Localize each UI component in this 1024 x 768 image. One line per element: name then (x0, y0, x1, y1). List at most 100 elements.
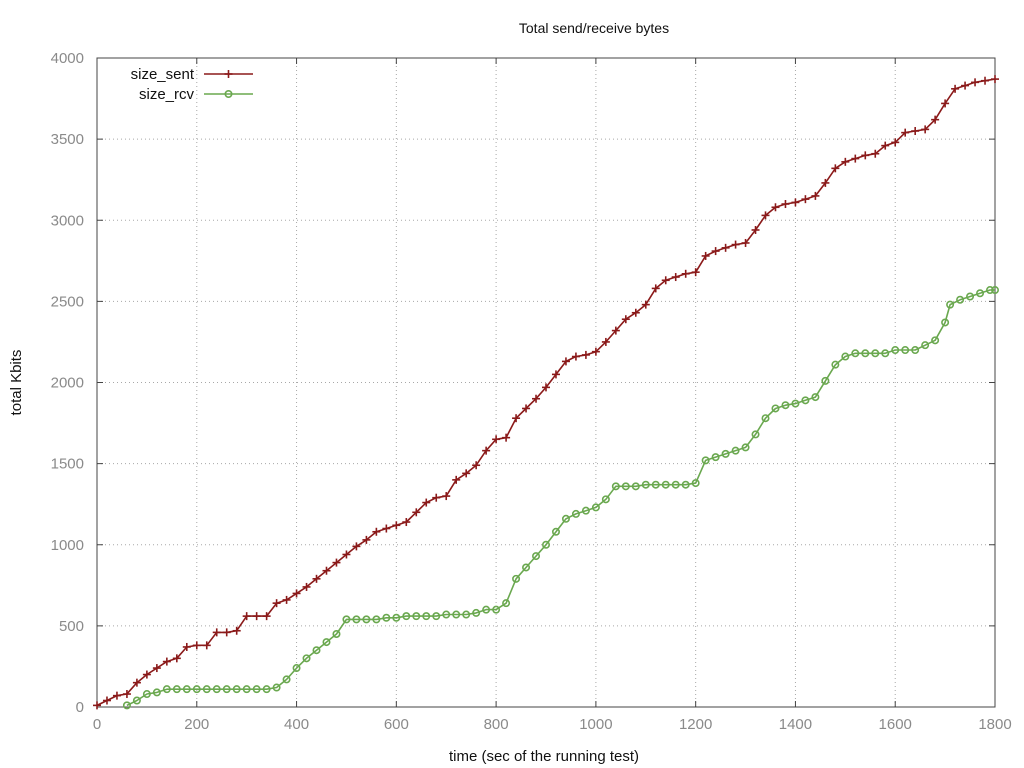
data-point-size_sent (442, 492, 451, 501)
data-point-size_rcv (651, 480, 660, 489)
legend-item-size_rcv: size_rcv (139, 86, 253, 103)
data-point-size_sent (941, 99, 950, 108)
series-layer (93, 75, 999, 710)
data-point-size_sent (951, 84, 960, 93)
x-tick-label: 1400 (779, 716, 812, 733)
data-point-size_rcv (561, 514, 570, 523)
data-point-size_rcv (132, 696, 141, 705)
y-tick-label: 1000 (51, 537, 84, 554)
x-tick-label: 0 (93, 716, 101, 733)
series-size_sent (93, 75, 999, 710)
data-point-size_sent (362, 535, 371, 544)
data-point-size_sent (382, 524, 391, 533)
legend-item-size_sent: size_sent (131, 66, 253, 83)
data-point-size_rcv (362, 615, 371, 624)
data-point-size_sent (422, 498, 431, 507)
data-point-size_rcv (322, 638, 331, 647)
axis-ticks: 0 200 400 600 800 1000 1200 1400 1600 1800 0 500 100… (51, 50, 1012, 733)
data-point-size_sent (222, 628, 231, 637)
x-tick-label: 1800 (978, 716, 1011, 733)
data-point-size_rcv (172, 685, 181, 694)
data-point-size_sent (681, 269, 690, 278)
data-point-size_sent (312, 574, 321, 583)
grid (97, 58, 995, 707)
data-point-size_sent (122, 690, 131, 699)
data-point-size_sent (532, 394, 541, 403)
y-tick-label: 2500 (51, 293, 84, 310)
data-point-size_rcv (621, 482, 630, 491)
data-point-size_rcv (841, 352, 850, 361)
data-point-size_sent (741, 238, 750, 247)
data-point-size_sent (162, 657, 171, 666)
data-point-size_sent (991, 75, 999, 84)
data-point-size_rcv (601, 495, 610, 504)
data-point-size_rcv (941, 318, 950, 327)
data-point-size_rcv (272, 683, 281, 692)
data-point-size_rcv (701, 456, 710, 465)
data-point-size_sent (522, 404, 531, 413)
data-point-size_rcv (681, 480, 690, 489)
data-point-size_sent (921, 125, 930, 134)
data-point-size_sent (402, 518, 411, 527)
data-point-size_sent (831, 164, 840, 173)
data-point-size_sent (911, 127, 920, 136)
data-point-size_sent (152, 664, 161, 673)
data-point-size_sent (112, 691, 121, 700)
data-point-size_sent (771, 203, 780, 212)
data-point-size_sent (931, 115, 940, 124)
data-point-size_rcv (142, 690, 151, 699)
y-axis-label: total Kbits (8, 350, 25, 416)
data-point-size_sent (472, 461, 481, 470)
data-point-size_sent (262, 612, 271, 621)
data-point-size_rcv (641, 480, 650, 489)
data-point-size_sent (93, 701, 101, 710)
data-point-size_sent (721, 243, 730, 252)
y-tick-label: 4000 (51, 50, 84, 67)
data-point-size_sent (332, 558, 341, 567)
data-point-size_rcv (522, 563, 531, 572)
data-point-size_sent (282, 595, 291, 604)
data-point-size_sent (701, 251, 710, 260)
data-point-size_rcv (721, 449, 730, 458)
legend-label: size_sent (131, 66, 195, 83)
data-point-size_sent (322, 566, 331, 575)
data-point-size_rcv (976, 289, 985, 298)
data-point-size_rcv (611, 482, 620, 491)
data-point-size_sent (212, 628, 221, 637)
data-point-size_rcv (532, 552, 541, 561)
data-point-size_rcv (512, 574, 521, 583)
data-point-size_rcv (342, 615, 351, 624)
data-point-size_sent (202, 641, 211, 650)
data-point-size_sent (252, 612, 261, 621)
data-point-size_rcv (731, 446, 740, 455)
data-point-size_rcv (232, 685, 241, 694)
x-tick-label: 800 (484, 716, 509, 733)
data-point-size_sent (731, 240, 740, 249)
x-tick-label: 600 (384, 716, 409, 733)
y-tick-label: 1500 (51, 456, 84, 473)
y-tick-label: 0 (76, 699, 84, 716)
data-point-size_rcv (302, 654, 311, 663)
data-point-size_rcv (432, 612, 441, 621)
data-point-size_rcv (851, 349, 860, 358)
data-point-size_sent (302, 582, 311, 591)
series-line-size_rcv (126, 289, 995, 707)
data-point-size_sent (711, 247, 720, 256)
data-point-size_rcv (122, 701, 131, 710)
x-tick-label: 1000 (579, 716, 612, 733)
data-point-size_sent (182, 642, 191, 651)
data-point-size_sent (132, 678, 141, 687)
data-point-size_sent (492, 435, 501, 444)
data-point-size_sent (961, 81, 970, 90)
data-point-size_rcv (946, 300, 955, 309)
data-point-size_rcv (821, 376, 830, 385)
data-point-size_rcv (986, 286, 995, 295)
data-point-size_sent (512, 414, 521, 423)
data-point-size_sent (102, 696, 111, 705)
data-point-size_sent (352, 542, 361, 551)
data-point-size_sent (781, 200, 790, 209)
data-point-size_rcv (990, 286, 999, 295)
data-point-size_sent (861, 151, 870, 160)
data-point-size_sent (651, 284, 660, 293)
y-tick-label: 2000 (51, 375, 84, 392)
